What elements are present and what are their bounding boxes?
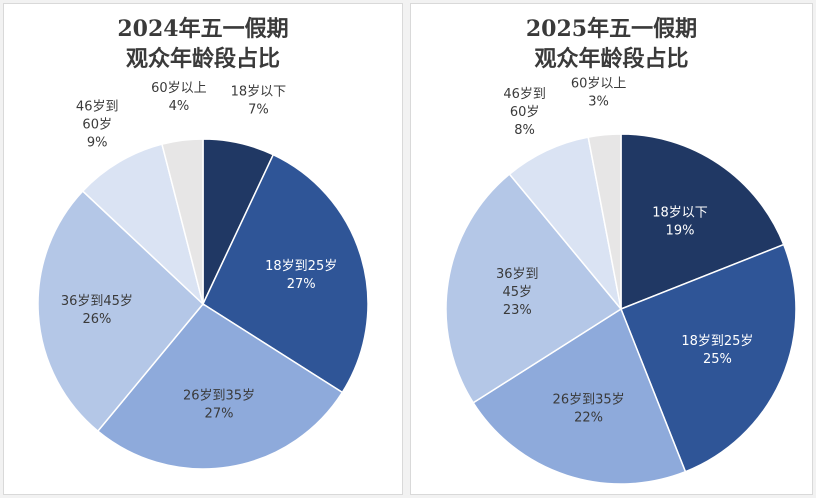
pie-label-category: 18岁到25岁	[265, 259, 337, 274]
pie-label-percent: 3%	[588, 95, 609, 110]
pie-label-category: 60岁以上	[571, 77, 627, 92]
pie-label-percent: 22%	[574, 410, 603, 425]
chart-title-2024-line1: 2024年五一假期	[117, 16, 289, 42]
pie-label-percent: 8%	[514, 123, 535, 138]
pie-label-category: 36岁到45岁	[61, 294, 133, 309]
pie-label-category: 36岁到	[496, 267, 539, 282]
pie-label-percent: 4%	[169, 99, 190, 114]
pie-slice-2024-2	[96, 303, 344, 470]
pie-label-category: 45岁	[503, 285, 533, 300]
pie-label-percent: 25%	[703, 352, 732, 367]
pie-label-category: 18岁以下	[652, 206, 708, 221]
pie-label-2025-0: 18岁以下 19%	[652, 206, 708, 239]
pie-chart-2025: 18岁以下 19% 18岁到25岁 25% 26岁到35岁 22% 36岁到 45岁 23% 46…	[445, 77, 797, 485]
pie-label-2024-5: 60岁以上 4%	[151, 81, 207, 114]
pie-label-category: 18岁以下	[231, 85, 287, 100]
pie-label-category: 60岁以上	[151, 81, 207, 96]
pie-slice-2025-2	[472, 307, 687, 485]
pie-label-2025-5: 60岁以上 3%	[571, 77, 627, 110]
pie-label-percent: 27%	[287, 277, 316, 292]
chart-title-2025-line2: 观众年龄段占比	[534, 46, 689, 72]
pie-label-2024-3: 36岁到45岁 26%	[61, 294, 133, 327]
pie-label-2024-2: 26岁到35岁 27%	[183, 389, 255, 422]
pie-slice-2025-5	[587, 133, 622, 310]
chart-panel-2024: 2024年五一假期 观众年龄段占比 18岁以下 7% 18岁到25岁 27% 26岁到3…	[3, 3, 403, 495]
pie-slice-2025-3	[445, 173, 623, 404]
pie-slice-2024-1	[202, 153, 369, 394]
pie-slice-2024-3	[37, 189, 205, 433]
pie-label-2025-4: 46岁到 60岁 8%	[503, 87, 546, 138]
chart-title-2025-line1: 2025年五一假期	[525, 16, 698, 42]
pie-label-percent: 7%	[248, 103, 269, 118]
pie-label-percent: 27%	[205, 407, 234, 422]
pie-label-category: 18岁到25岁	[681, 334, 753, 349]
pie-label-2025-1: 18岁到25岁 25%	[681, 334, 753, 367]
pie-label-category: 46岁到	[503, 87, 546, 102]
pie-label-percent: 9%	[87, 136, 108, 151]
chart-panel-2025: 2025年五一假期 观众年龄段占比 18岁以下 19% 18岁到25岁 25% 26岁到…	[410, 3, 813, 495]
pie-label-percent: 26%	[82, 312, 111, 327]
pie-label-percent: 19%	[666, 224, 695, 239]
pie-label-2025-2: 26岁到35岁 22%	[553, 392, 625, 425]
pie-label-category: 26岁到35岁	[553, 392, 625, 407]
pie-label-2024-0: 18岁以下 7%	[231, 85, 287, 118]
pie-label-category: 46岁到	[76, 100, 119, 115]
pie-label-2025-3: 36岁到 45岁 23%	[496, 267, 539, 318]
pie-label-percent: 23%	[503, 303, 532, 318]
pie-label-2024-1: 18岁到25岁 27%	[265, 259, 337, 292]
pie-label-2024-4: 46岁到 60岁 9%	[76, 100, 119, 151]
pie-chart-2024: 18岁以下 7% 18岁到25岁 27% 26岁到35岁 27% 36岁到45岁 26% 46岁…	[37, 81, 369, 470]
pie-slice-2025-0	[620, 133, 785, 311]
pie-slice-2025-1	[620, 243, 797, 473]
chart-title-2024-line2: 观众年龄段占比	[125, 46, 280, 72]
pie-label-category: 26岁到35岁	[183, 389, 255, 404]
pie-slice-2024-5	[161, 138, 204, 305]
pie-label-category: 60岁	[510, 105, 540, 120]
pie-label-category: 60岁	[82, 118, 112, 133]
pie-slice-2024-4	[81, 143, 205, 307]
